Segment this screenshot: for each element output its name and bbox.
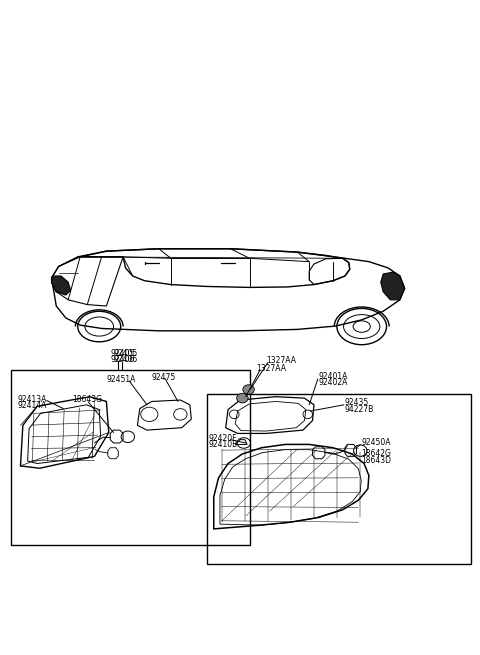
Text: 92401A: 92401A — [319, 371, 348, 381]
Text: 92410B: 92410B — [209, 440, 238, 449]
Text: 92450A: 92450A — [362, 438, 391, 447]
Text: 92475: 92475 — [152, 373, 176, 382]
Text: 1327AA: 1327AA — [257, 364, 287, 373]
Bar — [206, 394, 471, 564]
Text: 92406: 92406 — [110, 356, 134, 364]
Text: 92406: 92406 — [114, 356, 138, 364]
Text: 18643G: 18643G — [72, 394, 102, 403]
Text: 92435: 92435 — [345, 398, 369, 407]
Text: 92413A: 92413A — [17, 394, 47, 403]
Text: 92414A: 92414A — [17, 401, 47, 410]
Polygon shape — [381, 272, 405, 300]
Text: 92420F: 92420F — [209, 434, 238, 443]
Text: 1327AA: 1327AA — [266, 356, 296, 365]
Ellipse shape — [237, 394, 248, 403]
Polygon shape — [51, 276, 71, 295]
Text: 94227B: 94227B — [345, 405, 374, 413]
Text: 92402A: 92402A — [319, 378, 348, 387]
Text: 92451A: 92451A — [107, 375, 136, 384]
Text: 18643D: 18643D — [362, 456, 392, 464]
Bar — [11, 371, 250, 545]
Text: 92405: 92405 — [114, 349, 138, 358]
Ellipse shape — [243, 384, 254, 394]
Text: 18642G: 18642G — [362, 449, 392, 458]
Text: 92405: 92405 — [110, 349, 134, 358]
